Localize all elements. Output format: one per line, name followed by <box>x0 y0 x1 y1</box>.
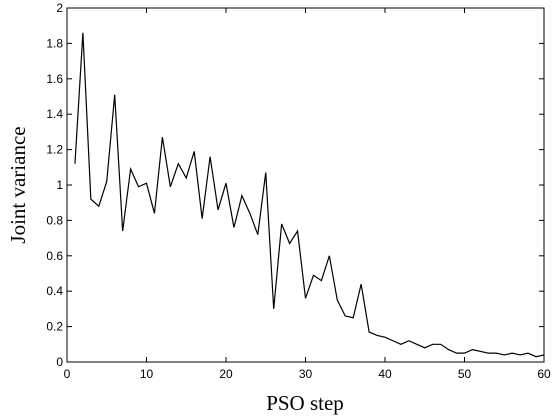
series-layer <box>74 32 545 358</box>
x-tick-label: 40 <box>378 367 392 381</box>
x-tick-label: 50 <box>458 367 472 381</box>
x-tick-label: 20 <box>219 367 233 381</box>
x-tick-label: 30 <box>299 367 313 381</box>
y-axis-ticks: 0 0.2 0.4 0.6 0.8 1 1.2 1.4 1.6 1.8 2 <box>46 1 544 369</box>
x-axis-label: PSO step <box>266 391 344 415</box>
y-tick-label: 0.4 <box>46 284 63 298</box>
y-tick-label: 2 <box>56 1 63 15</box>
y-tick-label: 1.8 <box>46 36 63 50</box>
y-axis-label: Joint variance <box>6 126 30 243</box>
y-tick-label: 1.2 <box>46 143 63 157</box>
x-axis-ticks: 0 10 20 30 40 50 60 <box>64 8 551 381</box>
y-tick-label: 0 <box>56 355 63 369</box>
y-tick-label: 0.6 <box>46 249 63 263</box>
series-line <box>74 32 545 358</box>
y-tick-label: 1 <box>56 178 63 192</box>
x-tick-label: 0 <box>64 367 71 381</box>
y-tick-label: 1.4 <box>46 107 63 121</box>
plot-area <box>66 7 545 363</box>
y-tick-label: 0.8 <box>46 213 63 227</box>
y-tick-label: 0.2 <box>46 320 63 334</box>
y-tick-label: 1.6 <box>46 72 63 86</box>
x-tick-label: 10 <box>140 367 154 381</box>
x-tick-label: 60 <box>537 367 551 381</box>
